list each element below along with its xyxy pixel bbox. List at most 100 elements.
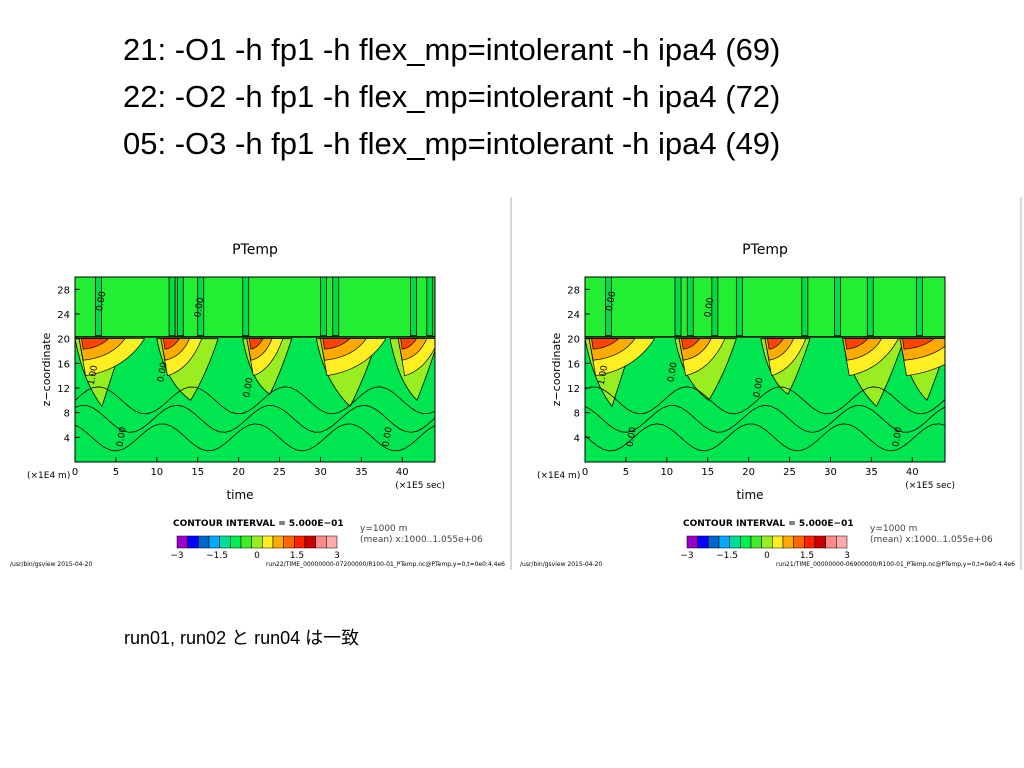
x-tick-label: 15 <box>191 467 204 478</box>
colorbar-cell <box>814 535 826 549</box>
x-tick-label: 15 <box>701 467 714 478</box>
upper-plume <box>242 277 250 336</box>
colorbar-cell <box>187 535 199 549</box>
y-tick-label: 4 <box>574 433 580 444</box>
y-tick-label: 12 <box>567 384 580 395</box>
colorbar-tick-label: −3 <box>170 551 183 561</box>
upper-plume <box>605 277 612 336</box>
colorbar-cell <box>825 535 837 549</box>
upper-plume <box>176 277 184 336</box>
title-line-2: 22: -O2 -h fp1 -h flex_mp=intolerant -h … <box>123 79 781 114</box>
x-tick-label: 30 <box>824 467 837 478</box>
y-tick-label: 24 <box>567 310 580 321</box>
warm-core <box>681 338 701 350</box>
y-axis-label: z−coordinate <box>40 332 53 406</box>
y-tick-label: 20 <box>567 335 580 346</box>
colorbar-cell <box>272 535 284 549</box>
x-unit-label: (×1E5 sec) <box>905 481 955 491</box>
plot-frame <box>74 276 436 463</box>
upper-plume <box>735 277 743 336</box>
x-axis-label: time <box>736 488 763 502</box>
title-line-1: 21: -O1 -h fp1 -h flex_mp=intolerant -h … <box>123 32 781 67</box>
x-tick-label: 20 <box>742 467 755 478</box>
warm-core <box>81 338 110 350</box>
y-tick-label: 8 <box>64 409 70 420</box>
colorbar-cell <box>686 535 698 549</box>
upper-plume <box>320 277 327 336</box>
warm-core <box>767 338 785 350</box>
upper-plume <box>686 277 694 336</box>
x-tick-label: 40 <box>906 467 919 478</box>
contour-label: 0.00 <box>605 290 618 312</box>
footer-left: /usr/bin/gsview 2015-04-20 <box>10 561 92 568</box>
warm-core <box>248 338 264 350</box>
footer-right: run22/TIME_00000000-07200000/R100-01_PTe… <box>266 561 505 568</box>
colorbar-cell <box>718 535 730 549</box>
note-line-1: y=1000 m <box>360 524 407 534</box>
x-tick-label: 35 <box>355 467 368 478</box>
colorbar-cell <box>772 535 784 549</box>
colorbar-tick-label: 3 <box>334 551 340 561</box>
warm-core <box>322 338 351 350</box>
upper-plume <box>866 277 874 336</box>
colorbar-cell <box>697 535 709 549</box>
contour-chart-right: PTemp 0.00 1.00 0.00 0.00 0.00 0.00 0.00 0 5 10 15 2… <box>520 242 1015 568</box>
warm-core <box>400 338 418 350</box>
plot-area <box>585 277 945 462</box>
colorbar-cell <box>326 535 338 549</box>
upper-plume <box>915 277 923 336</box>
x-unit-label: (×1E5 sec) <box>395 481 445 491</box>
colorbar-cell <box>230 535 242 549</box>
footer-left: /usr/bin/gsview 2015-04-20 <box>520 561 602 568</box>
y-tick-label: 28 <box>57 285 70 296</box>
warm-core <box>902 338 935 350</box>
x-tick-label: 5 <box>113 467 119 478</box>
y-tick-label: 28 <box>567 285 580 296</box>
colorbar-cell <box>240 535 252 549</box>
x-tick-label: 40 <box>396 467 409 478</box>
contour-line <box>585 423 945 452</box>
upper-plume <box>410 277 417 336</box>
plot-frame <box>584 276 946 463</box>
colorbar-cell <box>262 535 274 549</box>
contour-label: 0.00 <box>891 426 904 448</box>
panel-edge <box>1020 197 1022 570</box>
colorbar-tick-label: 1.5 <box>800 551 814 561</box>
contour-interval-label: CONTOUR INTERVAL = 5.000E−01 <box>173 519 344 529</box>
colorbar-cell <box>740 535 752 549</box>
y-unit-label: (×1E4 m) <box>537 471 580 481</box>
x-axis-label: time <box>226 488 253 502</box>
contour-label: 0.00 <box>703 296 716 318</box>
y-tick-label: 16 <box>567 359 580 370</box>
y-tick-label: 16 <box>57 359 70 370</box>
contour-label: 0.00 <box>625 426 638 448</box>
contour-line <box>585 386 945 415</box>
upper-plume <box>801 277 809 336</box>
note-line-1: y=1000 m <box>870 524 917 534</box>
colorbar-tick-label: 3 <box>844 551 850 561</box>
contour-label: 0.00 <box>381 426 394 448</box>
colorbar-cell <box>793 535 805 549</box>
upper-plume <box>332 277 340 336</box>
upper-plume <box>674 277 682 336</box>
x-tick-label: 10 <box>150 467 163 478</box>
x-tick-label: 25 <box>783 467 796 478</box>
colorbar-cell <box>304 535 316 549</box>
y-tick-label: 4 <box>64 433 70 444</box>
upper-plume <box>95 277 102 336</box>
colorbar-cell <box>219 535 231 549</box>
slide-title: 21: -O1 -h fp1 -h flex_mp=intolerant -h … <box>123 26 780 167</box>
footnote: run01, run02 と run04 は一致 <box>124 628 360 648</box>
y-unit-label: (×1E4 m) <box>27 471 70 481</box>
x-tick-label: 35 <box>865 467 878 478</box>
contour-label: 1.00 <box>87 364 100 386</box>
chart-title: PTemp <box>232 242 278 258</box>
chart-panel-left: PTemp 0.00 1.00 0.00 0.00 0.00 0.00 0.00 0 5 10 15 2… <box>5 197 510 570</box>
contour-line <box>75 404 435 433</box>
x-tick-label: 0 <box>582 467 588 478</box>
x-tick-label: 30 <box>314 467 327 478</box>
contour-label: 0.00 <box>242 377 255 399</box>
colorbar-cell <box>251 535 263 549</box>
x-tick-label: 5 <box>623 467 629 478</box>
upper-plume <box>711 277 719 336</box>
